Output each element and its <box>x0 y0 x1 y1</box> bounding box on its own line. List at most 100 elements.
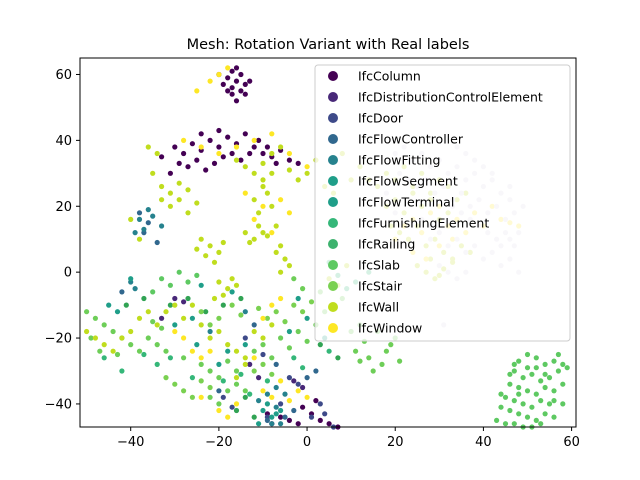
point-ifcstair-4 <box>273 309 279 315</box>
legend-marker <box>328 218 338 228</box>
point-ifccolumn-24 <box>242 131 248 137</box>
point-ifcwall-54 <box>269 322 275 328</box>
point-ifcflowterminal-2 <box>163 348 169 354</box>
point-ifcflowfitting-3 <box>150 213 156 219</box>
point-ifcwindow-1 <box>207 78 213 84</box>
point-ifcflowsegment-11 <box>106 302 112 308</box>
point-ifcwall-35 <box>229 276 235 282</box>
series-ifcslab <box>150 269 570 430</box>
y-axis: −40 −20 0 20 40 60 <box>45 68 80 412</box>
point-ifcdoor-0 <box>220 394 226 400</box>
point-ifccolumn-35 <box>211 160 218 166</box>
point-ifcflowterminal-31 <box>97 348 103 354</box>
point-ifcwall-29 <box>273 223 279 229</box>
point-ifccolumn-43 <box>167 170 173 176</box>
point-ifcwindow-0 <box>216 71 222 78</box>
point-ifcwindow-49 <box>189 348 195 354</box>
point-ifcslab-53 <box>185 279 191 285</box>
point-ifcwall-53 <box>260 335 266 341</box>
point-ifcwall-104 <box>295 177 301 183</box>
point-ifcflowcontroller-9 <box>273 361 279 367</box>
point-ifcwall-115 <box>136 236 143 242</box>
legend-label: IfcColumn <box>358 69 421 84</box>
point-ifcwall-11 <box>207 243 213 249</box>
point-ifcrailing-0 <box>242 394 248 400</box>
point-ifcflowterminal-3 <box>181 355 187 361</box>
point-ifcdoor-1 <box>229 404 235 410</box>
series-ifcdistributioncontrolelement <box>159 295 306 391</box>
point-ifcflowterminal-42 <box>379 361 385 367</box>
point-ifcflowfitting-0 <box>136 216 143 222</box>
point-ifcwall-13 <box>203 253 209 259</box>
point-ifccolumn-49 <box>286 417 292 423</box>
point-ifcwindow-14 <box>251 216 257 222</box>
point-ifcslab-54 <box>194 272 200 278</box>
point-ifcwindow-2 <box>225 65 231 71</box>
point-ifcwindow-15 <box>269 230 275 236</box>
series-ifccolumn <box>159 65 341 430</box>
point-ifcslab-6 <box>520 375 526 381</box>
point-ifcflowsegment-6 <box>172 322 178 328</box>
point-ifcflowsegment-2 <box>278 407 284 414</box>
legend-marker <box>328 134 338 144</box>
point-ifcwall-113 <box>154 150 160 157</box>
point-ifcfurnishingelement-12 <box>101 355 107 361</box>
point-ifcwindow-54 <box>269 302 275 308</box>
point-ifccolumn-37 <box>229 150 235 157</box>
point-ifcslab-44 <box>560 401 566 407</box>
x-tick-label: 20 <box>387 435 404 450</box>
point-ifcflowterminal-48 <box>207 394 213 400</box>
point-ifcwindow-5 <box>198 144 204 150</box>
point-ifcflowcontroller-1 <box>145 220 151 226</box>
point-ifccolumn-45 <box>216 127 222 134</box>
point-ifcslab-2 <box>533 355 539 361</box>
point-ifcwall-119 <box>92 335 98 341</box>
legend-label: IfcWall <box>358 300 399 315</box>
point-ifcwall-22 <box>247 239 253 246</box>
point-ifccolumn-11 <box>225 88 231 94</box>
point-ifcslab-42 <box>516 391 522 397</box>
point-ifcflowcontroller-5 <box>282 414 288 420</box>
point-ifcfurnishingelement-3 <box>220 378 226 384</box>
point-ifccolumn-52 <box>317 417 323 423</box>
point-ifcwall-0 <box>150 170 156 176</box>
point-ifcwall-49 <box>225 342 231 348</box>
point-ifcwall-21 <box>264 233 270 239</box>
point-ifcwindow-41 <box>295 388 301 394</box>
point-ifcwall-26 <box>260 177 266 183</box>
point-ifcstair-7 <box>300 309 306 315</box>
point-ifcwall-55 <box>128 328 134 335</box>
point-ifcwall-27 <box>256 210 262 216</box>
point-ifcwall-123 <box>233 375 240 381</box>
point-ifcwindow-46 <box>198 394 204 400</box>
point-ifcflowterminal-39 <box>370 368 376 374</box>
point-ifcslab-27 <box>516 411 522 417</box>
point-ifcwall-41 <box>278 269 284 275</box>
point-ifcstair-17 <box>207 384 213 391</box>
point-ifccolumn-30 <box>295 160 301 166</box>
point-ifcwindow-17 <box>286 210 292 216</box>
point-ifcwall-39 <box>278 243 284 249</box>
point-ifcflowterminal-23 <box>92 315 98 321</box>
point-ifccolumn-18 <box>189 141 195 147</box>
point-ifcslab-30 <box>542 411 548 417</box>
point-ifcflowfitting-14 <box>132 286 138 292</box>
point-ifcrailing-2 <box>233 407 240 414</box>
point-ifcwall-9 <box>159 197 165 203</box>
x-tick-label: 40 <box>475 435 492 450</box>
point-ifcstair-3 <box>264 315 270 321</box>
point-ifcfurnishingelement-0 <box>141 351 147 358</box>
y-tick-label: −20 <box>45 332 72 347</box>
point-ifcwall-2 <box>167 190 173 196</box>
point-ifcwall-19 <box>260 230 266 236</box>
point-ifcflowsegment-7 <box>194 342 200 348</box>
point-ifcstair-8 <box>308 299 315 305</box>
point-ifcflowterminal-7 <box>225 358 231 364</box>
series-ifcrailing <box>123 295 341 420</box>
point-ifcslab-25 <box>498 404 504 410</box>
y-tick-label: 60 <box>55 68 72 83</box>
point-ifcslab-34 <box>511 421 517 427</box>
point-ifcstair-1 <box>238 312 244 318</box>
point-ifcrailing-11 <box>123 302 129 308</box>
